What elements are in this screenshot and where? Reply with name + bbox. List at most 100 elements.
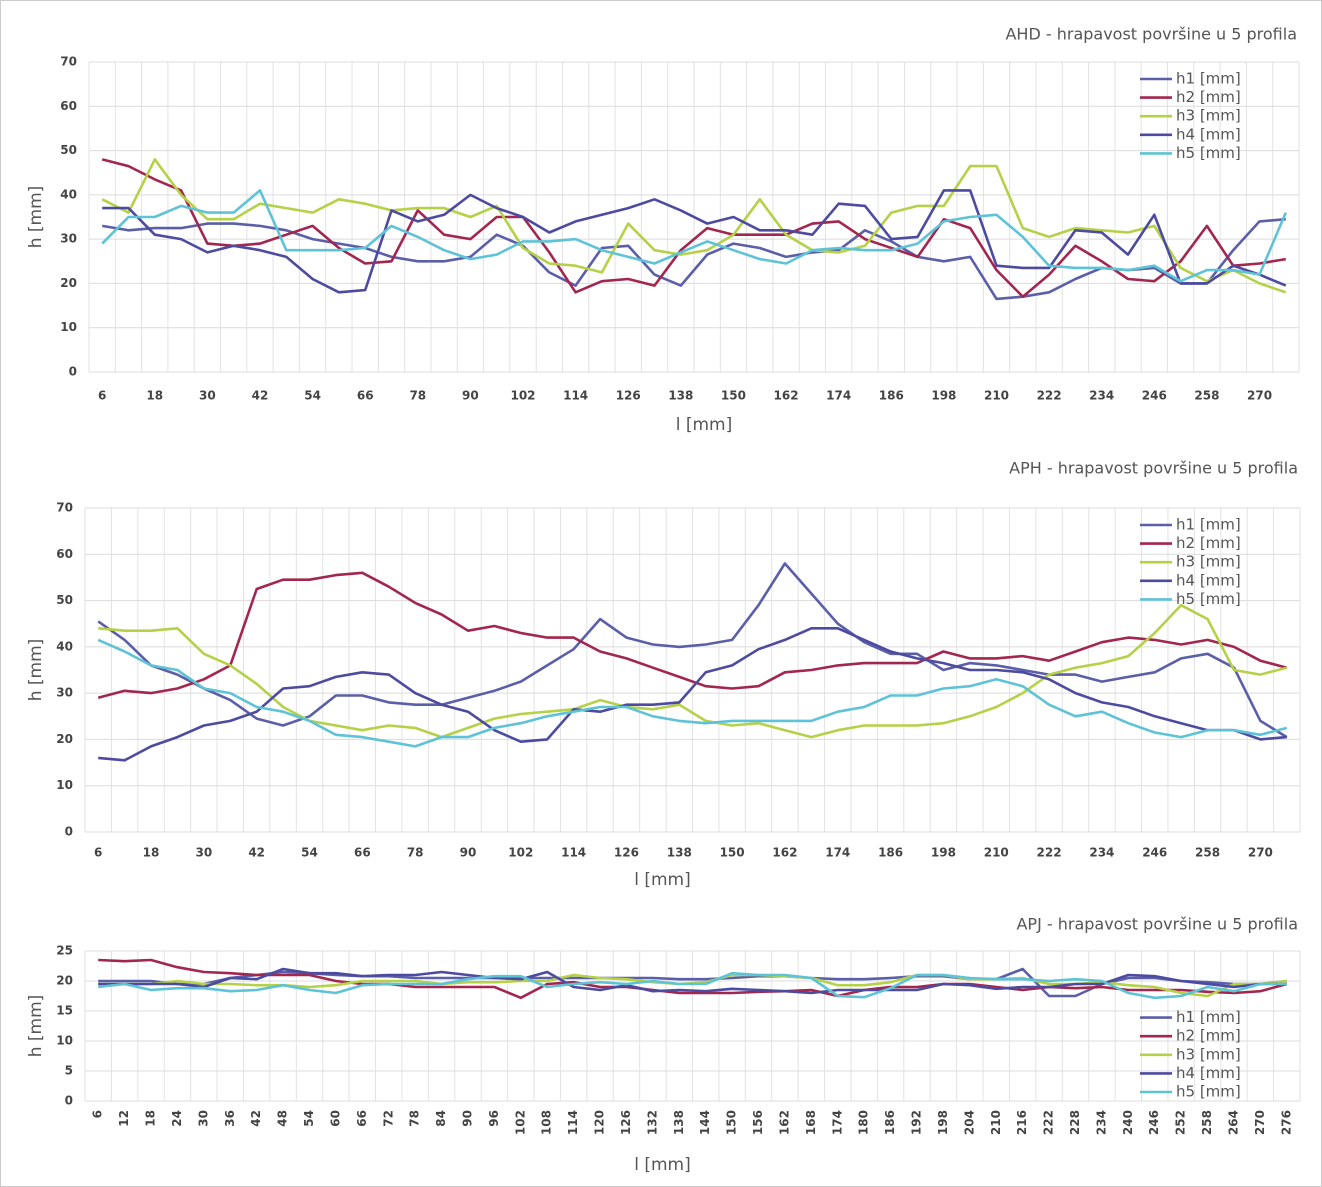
x-axis-label: l [mm] — [676, 415, 733, 435]
legend-label: h4 [mm] — [1176, 1064, 1241, 1082]
series-line — [98, 967, 1287, 998]
x-axis-label: l [mm] — [634, 870, 691, 890]
x-tick-label: 264 — [1226, 1110, 1240, 1135]
legend-label: h5 [mm] — [1176, 1083, 1241, 1101]
chart-title: AHD - hrapavost površine u 5 profila — [1005, 25, 1297, 44]
x-tick-label: 42 — [248, 846, 265, 860]
legend-label: h4 [mm] — [1176, 571, 1241, 589]
x-tick-label: 72 — [381, 1110, 395, 1127]
y-tick-label: 50 — [60, 143, 77, 157]
chart-title: APH - hrapavost površine u 5 profila — [1009, 459, 1298, 478]
y-tick-label: 10 — [60, 320, 77, 334]
x-tick-label: 210 — [984, 846, 1009, 860]
x-tick-label: 102 — [513, 1110, 527, 1135]
x-tick-label: 6 — [98, 389, 106, 403]
y-tick-label: 40 — [56, 639, 73, 653]
x-tick-label: 42 — [249, 1110, 263, 1127]
series-line — [98, 967, 1287, 995]
x-tick-label: 108 — [540, 1110, 554, 1135]
x-tick-label: 222 — [1037, 846, 1062, 860]
x-tick-label: 6 — [94, 846, 102, 860]
series-line — [101, 158, 1287, 298]
x-tick-label: 90 — [462, 389, 479, 403]
y-tick-label: 25 — [56, 944, 73, 958]
x-tick-label: 114 — [563, 389, 588, 403]
x-tick-label: 234 — [1094, 1110, 1108, 1135]
x-tick-label: 42 — [252, 389, 269, 403]
y-tick-label: 20 — [56, 732, 73, 746]
y-tick-label: 20 — [56, 974, 73, 988]
legend-label: h4 [mm] — [1176, 125, 1241, 143]
x-tick-label: 132 — [645, 1110, 659, 1135]
x-tick-label: 30 — [199, 389, 216, 403]
y-tick-label: 20 — [60, 276, 77, 290]
x-tick-label: 258 — [1195, 846, 1220, 860]
x-tick-label: 276 — [1279, 1110, 1293, 1135]
x-tick-label: 6 — [91, 1110, 105, 1118]
x-tick-label: 246 — [1147, 1110, 1161, 1135]
series-line — [101, 189, 1287, 283]
legend-label: h2 [mm] — [1176, 1027, 1241, 1045]
x-tick-label: 258 — [1200, 1110, 1214, 1135]
x-tick-label: 96 — [487, 1110, 501, 1127]
x-tick-label: 162 — [772, 846, 797, 860]
series-line — [101, 158, 1287, 294]
x-tick-label: 66 — [357, 389, 374, 403]
y-axis-label: h [mm] — [26, 995, 46, 1058]
legend-label: h1 [mm] — [1176, 1008, 1241, 1026]
chart-title: APJ - hrapavost površine u 5 profila — [1016, 915, 1298, 934]
x-tick-label: 258 — [1194, 389, 1219, 403]
x-tick-label: 66 — [355, 1110, 369, 1127]
series-line — [101, 217, 1286, 301]
x-tick-label: 30 — [196, 1110, 210, 1127]
x-tick-label: 126 — [616, 389, 641, 403]
x-tick-label: 174 — [826, 389, 851, 403]
x-tick-label: 78 — [408, 1110, 422, 1127]
x-tick-label: 102 — [510, 389, 535, 403]
y-tick-label: 5 — [65, 1064, 73, 1078]
x-tick-label: 222 — [1042, 1110, 1056, 1135]
x-tick-label: 18 — [144, 1110, 158, 1127]
x-tick-label: 210 — [984, 389, 1009, 403]
x-tick-label: 102 — [508, 846, 533, 860]
x-tick-label: 150 — [721, 389, 746, 403]
y-tick-label: 40 — [60, 187, 77, 201]
series-line — [97, 562, 1288, 739]
y-tick-label: 30 — [60, 232, 77, 246]
x-tick-label: 168 — [804, 1110, 818, 1135]
x-tick-label: 138 — [667, 846, 692, 860]
x-tick-label: 216 — [1015, 1110, 1029, 1135]
x-tick-label: 18 — [143, 846, 160, 860]
x-tick-label: 54 — [304, 389, 321, 403]
x-tick-label: 126 — [614, 846, 639, 860]
x-tick-label: 78 — [407, 846, 424, 860]
series-line — [102, 189, 1287, 294]
x-tick-label: 66 — [354, 846, 371, 860]
x-tick-label: 180 — [857, 1110, 871, 1135]
y-tick-label: 70 — [56, 501, 73, 515]
x-tick-label: 120 — [593, 1110, 607, 1135]
x-tick-label: 240 — [1121, 1110, 1135, 1135]
y-tick-label: 0 — [65, 825, 73, 839]
x-tick-label: 126 — [619, 1110, 633, 1135]
x-tick-label: 48 — [276, 1110, 290, 1127]
x-tick-label: 84 — [434, 1110, 448, 1127]
x-tick-label: 174 — [825, 846, 850, 860]
x-tick-label: 114 — [566, 1110, 580, 1135]
x-tick-label: 222 — [1037, 389, 1062, 403]
x-tick-label: 252 — [1174, 1110, 1188, 1135]
y-axis-label: h [mm] — [26, 186, 46, 249]
x-tick-label: 138 — [668, 389, 693, 403]
x-tick-label: 18 — [146, 389, 163, 403]
x-tick-label: 54 — [301, 846, 318, 860]
x-tick-label: 270 — [1247, 389, 1272, 403]
legend-label: h2 [mm] — [1176, 534, 1241, 552]
x-tick-label: 198 — [931, 389, 956, 403]
y-tick-label: 0 — [69, 365, 77, 379]
x-tick-label: 198 — [936, 1110, 950, 1135]
x-tick-label: 210 — [989, 1110, 1003, 1135]
x-tick-label: 60 — [328, 1110, 342, 1127]
x-tick-label: 90 — [460, 1110, 474, 1127]
x-tick-label: 246 — [1142, 846, 1167, 860]
x-tick-label: 12 — [117, 1110, 131, 1127]
